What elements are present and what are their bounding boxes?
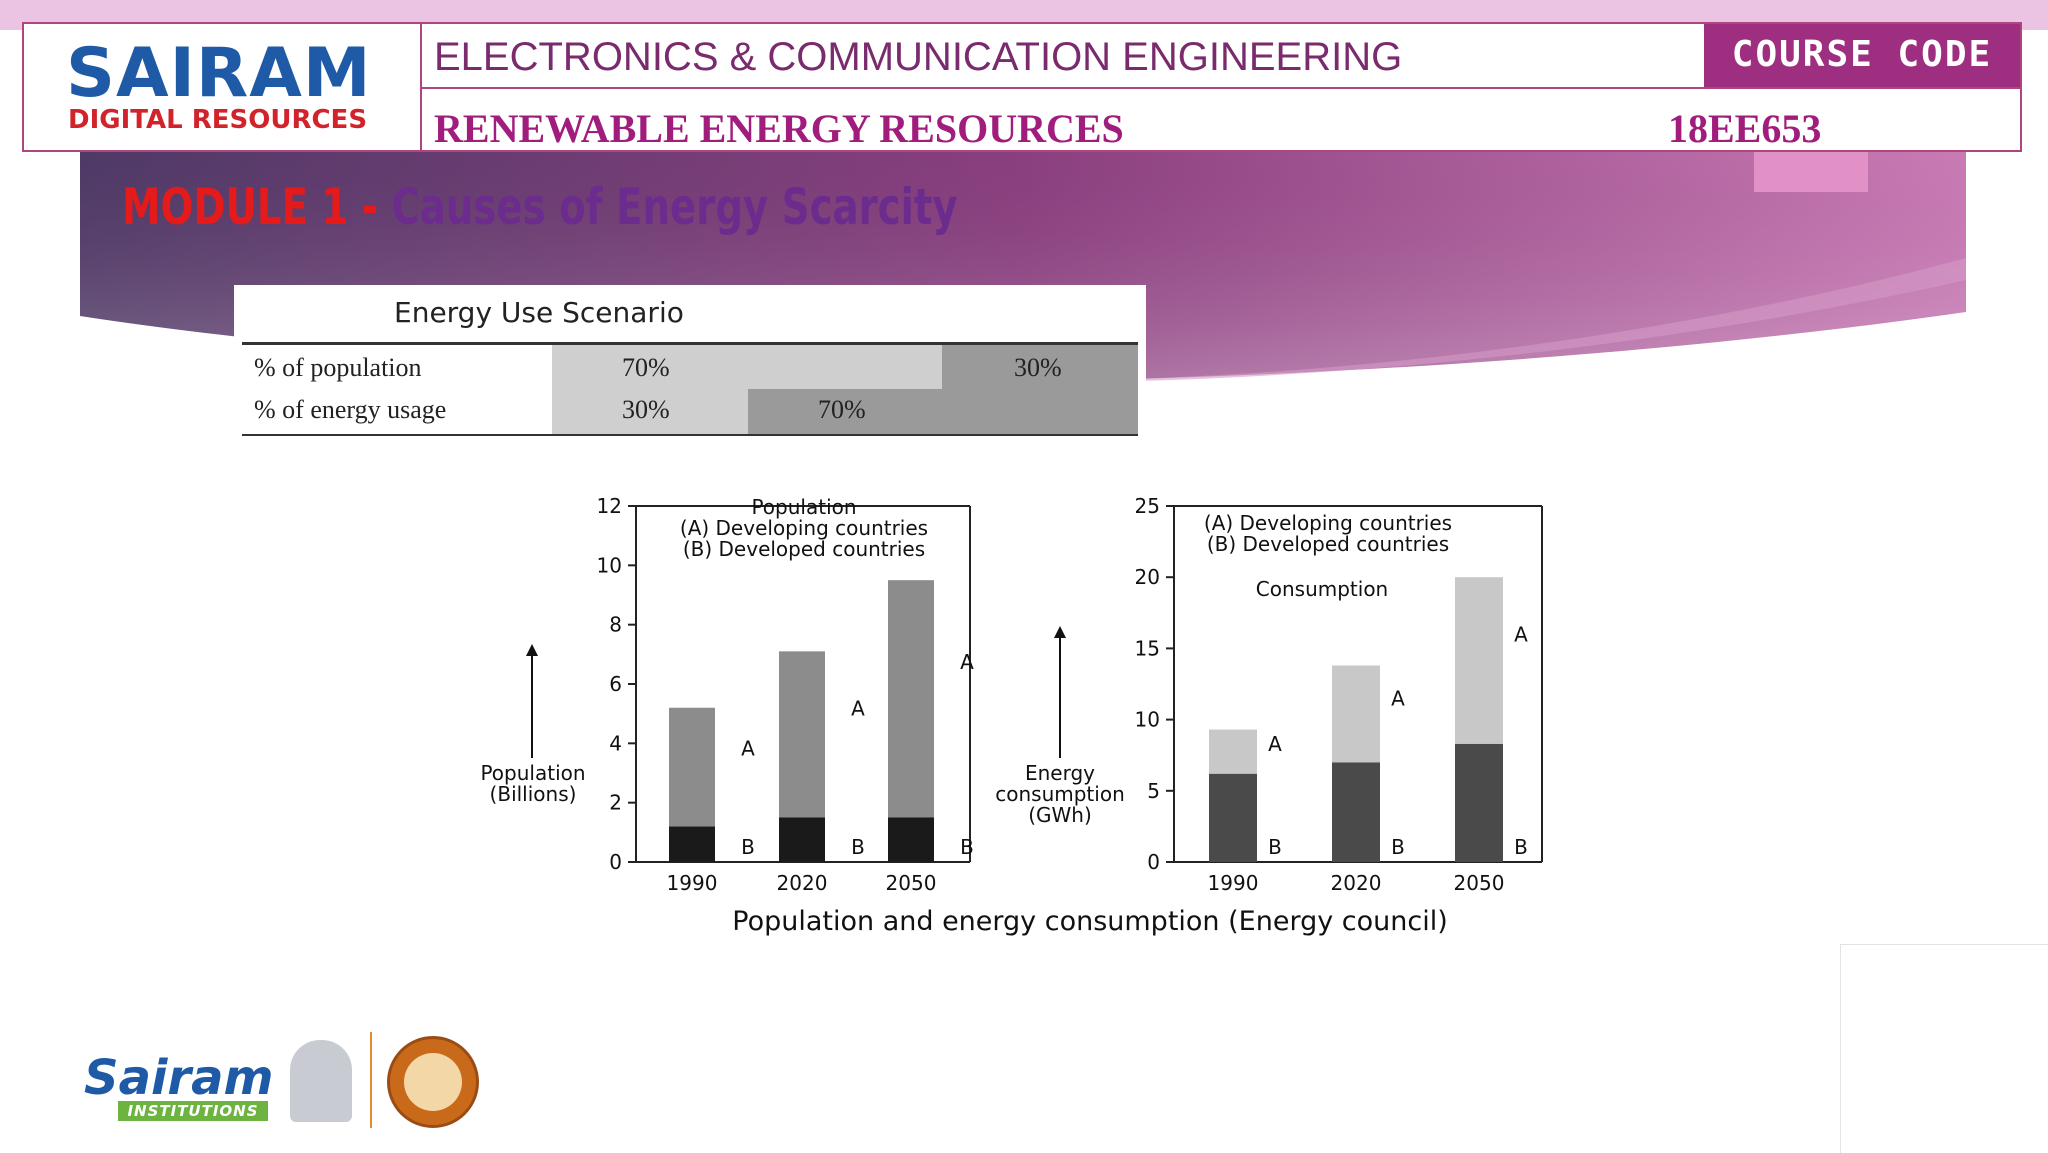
chart1-legend-line: Population xyxy=(751,495,856,519)
chart2-y-axis-label: (GWh) xyxy=(1028,803,1092,827)
chart1-bar-A-2020 xyxy=(779,651,825,818)
founder-portrait-icon xyxy=(290,1040,352,1122)
course-code-label: COURSE CODE xyxy=(1731,34,1993,75)
scenario-title: Energy Use Scenario xyxy=(394,296,684,329)
chart2-bar-B-2050 xyxy=(1455,743,1503,862)
logo-box: SAIRAM DIGITAL RESOURCES xyxy=(24,24,422,150)
chart2-bar-B-2020 xyxy=(1332,762,1380,862)
chart2-legend-line: (B) Developed countries xyxy=(1207,532,1449,556)
table-rule-top xyxy=(242,342,1138,345)
chart1-segment-label-B-2050: B xyxy=(960,835,974,859)
energy-developing-cell xyxy=(552,389,748,434)
slide-title: MODULE 1 - Causes of Energy Scarcity xyxy=(122,176,958,238)
chart1-segment-label-B-1990: B xyxy=(741,835,755,859)
chart1-x-tick-label: 1990 xyxy=(667,871,718,895)
chart1-bar-B-2050 xyxy=(888,817,934,862)
chart2-ylabel-arrow-head-icon xyxy=(1054,626,1066,638)
chart1-y-axis-label: Population xyxy=(480,761,585,785)
department-name: ELECTRONICS & COMMUNICATION ENGINEERING xyxy=(434,35,1403,79)
chart2-y-tick-label: 0 xyxy=(1147,850,1160,874)
chart1-y-tick-label: 4 xyxy=(609,731,622,755)
chart2-bar-A-2020 xyxy=(1332,665,1380,763)
value-pop-developed: 30% xyxy=(1014,353,1062,382)
chart2-x-tick-label: 2020 xyxy=(1331,871,1382,895)
figure-caption: Population and energy consumption (Energ… xyxy=(732,906,1448,937)
chart2-y-tick-label: 20 xyxy=(1135,565,1160,589)
chart2-y-axis-label: Energy xyxy=(1025,761,1095,785)
chart2-segment-label-A-2020: A xyxy=(1391,686,1405,710)
chart1-legend-line: (A) Developing countries xyxy=(680,516,928,540)
chart2-segment-label-A-2050: A xyxy=(1514,623,1528,647)
pop-developing-cell xyxy=(552,345,942,389)
header-bar: SAIRAM DIGITAL RESOURCES ELECTRONICS & C… xyxy=(22,22,2022,152)
chart2-legend-line: (A) Developing countries xyxy=(1204,511,1452,535)
logo-wordmark: SAIRAM xyxy=(66,34,372,113)
chart2-y-tick-label: 5 xyxy=(1147,779,1160,803)
pop-developed-cell xyxy=(942,345,1138,389)
value-energy-developed: 70% xyxy=(818,395,866,424)
chart1-legend-line: (B) Developed countries xyxy=(683,537,925,561)
seal-center-icon xyxy=(404,1053,462,1111)
header-divider xyxy=(420,87,2020,89)
chart1-segment-label-B-2020: B xyxy=(851,835,865,859)
footer-divider xyxy=(370,1032,372,1128)
chart1-segment-label-A-2050: A xyxy=(960,650,974,674)
chart2-segment-label-B-1990: B xyxy=(1268,835,1282,859)
chart2-segment-label-A-1990: A xyxy=(1268,732,1282,756)
chart1-y-tick-label: 12 xyxy=(597,494,622,518)
chart2-x-tick-label: 1990 xyxy=(1208,871,1259,895)
chart2-y-tick-label: 15 xyxy=(1135,636,1160,660)
footer-brand-tagline: INSTITUTIONS xyxy=(118,1101,268,1121)
chart1-bar-A-1990 xyxy=(669,707,715,827)
chart1-bar-A-2050 xyxy=(888,580,934,818)
chart1-x-tick-label: 2020 xyxy=(777,871,828,895)
chart1-y-tick-label: 10 xyxy=(597,553,622,577)
logo-subtitle: DIGITAL RESOURCES xyxy=(68,105,368,135)
chart2-bar-B-1990 xyxy=(1209,773,1257,862)
subject-name: RENEWABLE ENERGY RESOURCES xyxy=(434,106,1124,151)
chart2-y-axis-label: consumption xyxy=(995,782,1125,806)
chart2-x-tick-label: 2050 xyxy=(1454,871,1505,895)
value-energy-developing: 30% xyxy=(622,395,670,424)
chart2-segment-label-B-2020: B xyxy=(1391,835,1405,859)
corner-frame xyxy=(1840,944,2048,1153)
chart2-bar-A-1990 xyxy=(1209,729,1257,774)
chart2-bar-A-2050 xyxy=(1455,577,1503,744)
module-label: MODULE 1 - xyxy=(122,178,392,236)
chart1-bar-B-2020 xyxy=(779,817,825,862)
chart2-y-tick-label: 25 xyxy=(1135,494,1160,518)
chart2-annotation: Consumption xyxy=(1256,577,1388,601)
chart2-segment-label-B-2050: B xyxy=(1514,835,1528,859)
chart1-ylabel-arrow-head-icon xyxy=(526,644,538,656)
energy-use-scenario-table: Energy Use Scenario % of population % of… xyxy=(234,285,1146,437)
chart1-y-tick-label: 6 xyxy=(609,672,622,696)
row-label-population: % of population xyxy=(254,353,422,382)
value-pop-developing: 70% xyxy=(622,353,670,382)
chart2-y-tick-label: 10 xyxy=(1135,708,1160,732)
footer-brand-logo: Sairam xyxy=(84,1050,274,1106)
slide-title-text: Causes of Energy Scarcity xyxy=(391,178,958,236)
chart1-y-tick-label: 2 xyxy=(609,791,622,815)
chart1-segment-label-A-1990: A xyxy=(741,736,755,760)
chart1-y-tick-label: 8 xyxy=(609,613,622,637)
course-code-value: 18EE653 xyxy=(1668,106,1822,151)
table-rule-bottom xyxy=(242,434,1138,436)
chart1-bar-B-1990 xyxy=(669,826,715,862)
chart1-y-axis-label: (Billions) xyxy=(490,782,577,806)
course-code-box: COURSE CODE xyxy=(1704,24,2020,87)
decorative-tab xyxy=(1754,152,1868,192)
row-label-energy: % of energy usage xyxy=(254,395,447,424)
chart1-y-tick-label: 0 xyxy=(609,850,622,874)
energy-developed-cell xyxy=(748,389,1138,434)
chart1-x-tick-label: 2050 xyxy=(886,871,937,895)
founder-seal-icon xyxy=(387,1036,479,1128)
chart1-segment-label-A-2020: A xyxy=(851,697,865,721)
